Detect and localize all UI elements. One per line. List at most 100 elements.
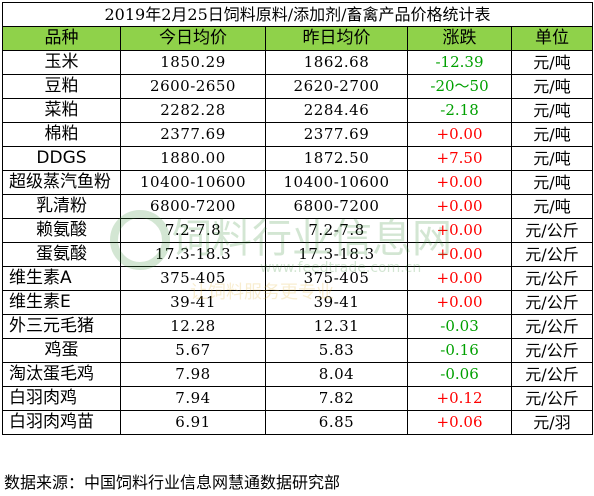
row-yesterday-price: 7.2-7.8 bbox=[265, 218, 408, 243]
header-today: 今日均价 bbox=[120, 26, 266, 51]
row-yesterday-price: 2377.69 bbox=[265, 122, 408, 147]
row-today-price: 2377.69 bbox=[120, 122, 266, 147]
row-unit: 元/吨 bbox=[510, 122, 594, 147]
row-today-price: 7.2-7.8 bbox=[120, 218, 266, 243]
table-row: 维生素A 375-405 375-405 +0.00 元/公斤 bbox=[2, 266, 594, 291]
row-today-price: 6.91 bbox=[120, 410, 266, 435]
row-unit: 元/公斤 bbox=[510, 218, 594, 243]
table-row: 蛋氨酸 17.3-18.3 17.3-18.3 +0.00 元/公斤 bbox=[2, 242, 594, 267]
data-source-footer: 数据来源：中国饲料行业信息网慧通数据研究部 bbox=[4, 473, 341, 492]
row-today-price: 12.28 bbox=[120, 314, 266, 339]
table-row: 超级蒸汽鱼粉 10400-10600 10400-10600 +0.00 元/吨 bbox=[2, 170, 594, 195]
table-title: 2019年2月25日饲料原料/添加剂/畜禽产品价格统计表 bbox=[1, 2, 594, 27]
row-unit: 元/吨 bbox=[510, 170, 594, 195]
row-name: 白羽肉鸡 bbox=[2, 386, 121, 411]
header-yesterday: 昨日均价 bbox=[265, 26, 408, 51]
row-unit: 元/吨 bbox=[510, 74, 594, 99]
row-yesterday-price: 12.31 bbox=[265, 314, 408, 339]
row-change: +0.00 bbox=[407, 170, 512, 195]
row-name: 棉粕 bbox=[2, 122, 121, 147]
row-unit: 元/吨 bbox=[510, 146, 594, 171]
row-change: +0.00 bbox=[407, 266, 512, 291]
row-name: 外三元毛猪 bbox=[2, 314, 121, 339]
row-yesterday-price: 1872.50 bbox=[265, 146, 408, 171]
row-today-price: 1880.00 bbox=[120, 146, 266, 171]
row-change: +0.00 bbox=[407, 122, 512, 147]
row-name: 维生素E bbox=[2, 290, 121, 315]
row-yesterday-price: 6800-7200 bbox=[265, 194, 408, 219]
row-today-price: 39-41 bbox=[120, 290, 266, 315]
row-yesterday-price: 8.04 bbox=[265, 362, 408, 387]
row-yesterday-price: 2284.46 bbox=[265, 98, 408, 123]
row-yesterday-price: 375-405 bbox=[265, 266, 408, 291]
header-row: 品种 今日均价 昨日均价 涨跌 单位 bbox=[2, 26, 594, 51]
row-today-price: 7.94 bbox=[120, 386, 266, 411]
row-yesterday-price: 2620-2700 bbox=[265, 74, 408, 99]
table-row: 赖氨酸 7.2-7.8 7.2-7.8 +0.00 元/公斤 bbox=[2, 218, 594, 243]
table-row: 玉米 1850.29 1862.68 -12.39 元/吨 bbox=[2, 50, 594, 75]
header-name: 品种 bbox=[2, 26, 121, 51]
row-name: 豆粕 bbox=[2, 74, 121, 99]
price-table-container: 2019年2月25日饲料原料/添加剂/畜禽产品价格统计表 品种 今日均价 昨日均… bbox=[1, 2, 594, 435]
row-name: 乳清粉 bbox=[2, 194, 121, 219]
row-today-price: 6800-7200 bbox=[120, 194, 266, 219]
table-row: 白羽肉鸡苗 6.91 6.85 +0.06 元/羽 bbox=[2, 410, 594, 435]
row-today-price: 17.3-18.3 bbox=[120, 242, 266, 267]
row-name: DDGS bbox=[2, 146, 121, 171]
row-today-price: 375-405 bbox=[120, 266, 266, 291]
row-change: +0.00 bbox=[407, 290, 512, 315]
row-today-price: 7.98 bbox=[120, 362, 266, 387]
row-name: 蛋氨酸 bbox=[2, 242, 121, 267]
row-change: +0.00 bbox=[407, 242, 512, 267]
header-unit: 单位 bbox=[510, 26, 594, 51]
row-name: 白羽肉鸡苗 bbox=[2, 410, 121, 435]
row-yesterday-price: 17.3-18.3 bbox=[265, 242, 408, 267]
row-change: +0.06 bbox=[407, 410, 512, 435]
row-unit: 元/公斤 bbox=[510, 386, 594, 411]
title-row: 2019年2月25日饲料原料/添加剂/畜禽产品价格统计表 bbox=[1, 2, 594, 27]
row-change: +7.50 bbox=[407, 146, 512, 171]
row-unit: 元/羽 bbox=[510, 410, 594, 435]
row-today-price: 10400-10600 bbox=[120, 170, 266, 195]
row-name: 菜粕 bbox=[2, 98, 121, 123]
row-today-price: 2600-2650 bbox=[120, 74, 266, 99]
row-unit: 元/公斤 bbox=[510, 290, 594, 315]
row-name: 赖氨酸 bbox=[2, 218, 121, 243]
row-yesterday-price: 39-41 bbox=[265, 290, 408, 315]
row-today-price: 2282.28 bbox=[120, 98, 266, 123]
row-today-price: 5.67 bbox=[120, 338, 266, 363]
row-yesterday-price: 10400-10600 bbox=[265, 170, 408, 195]
row-yesterday-price: 1862.68 bbox=[265, 50, 408, 75]
row-change: -2.18 bbox=[407, 98, 512, 123]
table-row: 鸡蛋 5.67 5.83 -0.16 元/公斤 bbox=[2, 338, 594, 363]
row-name: 玉米 bbox=[2, 50, 121, 75]
table-row: 白羽肉鸡 7.94 7.82 +0.12 元/公斤 bbox=[2, 386, 594, 411]
row-today-price: 1850.29 bbox=[120, 50, 266, 75]
table-row: 菜粕 2282.28 2284.46 -2.18 元/吨 bbox=[2, 98, 594, 123]
row-name: 超级蒸汽鱼粉 bbox=[2, 170, 121, 195]
row-unit: 元/吨 bbox=[510, 98, 594, 123]
row-name: 淘汰蛋毛鸡 bbox=[2, 362, 121, 387]
table-row: DDGS 1880.00 1872.50 +7.50 元/吨 bbox=[2, 146, 594, 171]
row-change: -20～50 bbox=[407, 74, 512, 99]
row-unit: 元/吨 bbox=[510, 50, 594, 75]
row-unit: 元/公斤 bbox=[510, 338, 594, 363]
table-row: 豆粕 2600-2650 2620-2700 -20～50 元/吨 bbox=[2, 74, 594, 99]
table-row: 乳清粉 6800-7200 6800-7200 +0.00 元/吨 bbox=[2, 194, 594, 219]
table-row: 淘汰蛋毛鸡 7.98 8.04 -0.06 元/公斤 bbox=[2, 362, 594, 387]
table-row: 外三元毛猪 12.28 12.31 -0.03 元/公斤 bbox=[2, 314, 594, 339]
row-yesterday-price: 6.85 bbox=[265, 410, 408, 435]
row-unit: 元/吨 bbox=[510, 194, 594, 219]
row-yesterday-price: 7.82 bbox=[265, 386, 408, 411]
row-change: +0.00 bbox=[407, 194, 512, 219]
row-change: -0.06 bbox=[407, 362, 512, 387]
table-row: 棉粕 2377.69 2377.69 +0.00 元/吨 bbox=[2, 122, 594, 147]
row-change: -12.39 bbox=[407, 50, 512, 75]
row-change: -0.03 bbox=[407, 314, 512, 339]
row-yesterday-price: 5.83 bbox=[265, 338, 408, 363]
table-row: 维生素E 39-41 39-41 +0.00 元/公斤 bbox=[2, 290, 594, 315]
row-unit: 元/公斤 bbox=[510, 314, 594, 339]
row-change: -0.16 bbox=[407, 338, 512, 363]
header-change: 涨跌 bbox=[407, 26, 512, 51]
row-unit: 元/公斤 bbox=[510, 362, 594, 387]
